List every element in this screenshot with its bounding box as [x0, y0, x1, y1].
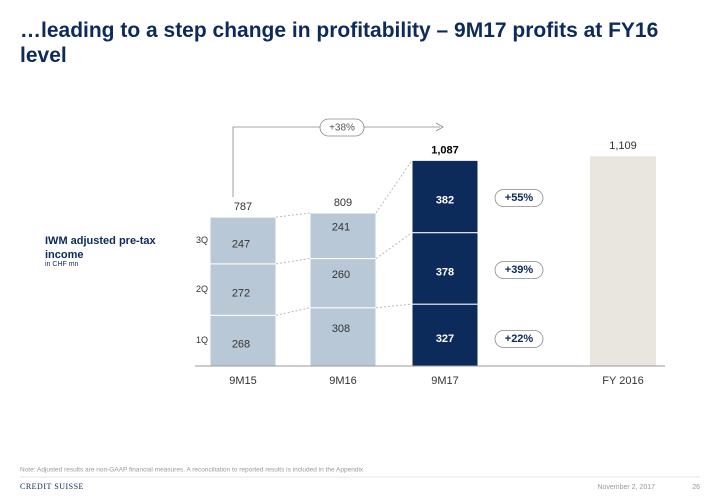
segment-label: 247	[232, 238, 250, 250]
reference-label: 1,109	[609, 140, 637, 152]
growth-arrow	[232, 126, 440, 198]
bar-segment	[411, 159, 479, 234]
segment-label: 272	[232, 287, 250, 299]
total-label: 787	[234, 201, 252, 213]
x-tick-label: 9M17	[431, 375, 459, 387]
segment-label: 382	[436, 194, 454, 206]
x-tick-label: 9M16	[329, 375, 357, 387]
growth-label: +22%	[505, 333, 534, 345]
bar-segment	[411, 232, 479, 305]
segment-label: 308	[332, 323, 350, 335]
growth-oval	[494, 330, 544, 348]
reference-bar	[590, 156, 656, 366]
total-label: 1,087	[431, 144, 459, 156]
growth-label: +39%	[505, 264, 534, 276]
total-label: 809	[334, 197, 352, 209]
connector	[275, 212, 311, 218]
logo: CREDIT SUISSE	[20, 482, 84, 491]
footnote: Note: Adjusted results are non-GAAP fina…	[20, 467, 364, 474]
growth-label: +55%	[505, 192, 534, 204]
title: …leading to a step change in profitabili…	[20, 19, 659, 67]
bar-segment	[209, 216, 277, 265]
segment-label: 241	[332, 222, 350, 234]
connector	[275, 258, 311, 265]
connector	[375, 232, 413, 259]
growth-oval	[494, 261, 544, 279]
series-label: 2Q	[196, 284, 208, 294]
arrow-head	[435, 122, 444, 132]
y-label: IWM adjusted pre-tax income	[45, 235, 157, 261]
x-tick-label: FY 2016	[602, 375, 643, 387]
connector	[275, 307, 311, 316]
y-label-line: income	[45, 249, 84, 261]
series-label: 3Q	[196, 235, 208, 245]
date: November 2, 2017	[597, 484, 655, 491]
y-label-line: IWM adjusted pre-tax	[45, 235, 157, 247]
growth-label: +38%	[329, 123, 355, 134]
connector	[375, 160, 413, 214]
segment-label: 327	[436, 333, 454, 345]
x-tick-label: 9M15	[229, 375, 257, 387]
connector	[375, 303, 413, 309]
series-label: 1Q	[196, 335, 208, 345]
page-number: 26	[692, 484, 700, 491]
segment-label: 378	[436, 266, 454, 278]
growth-oval	[494, 189, 544, 207]
bar-segment	[309, 258, 377, 309]
bar-segment	[309, 212, 377, 260]
segment-label: 260	[332, 269, 350, 281]
y-sublabel: in CHF mn	[45, 261, 79, 268]
bar-segment	[309, 307, 377, 367]
growth-oval	[319, 118, 365, 137]
bar-segment	[209, 314, 277, 367]
segment-label: 268	[232, 339, 250, 351]
